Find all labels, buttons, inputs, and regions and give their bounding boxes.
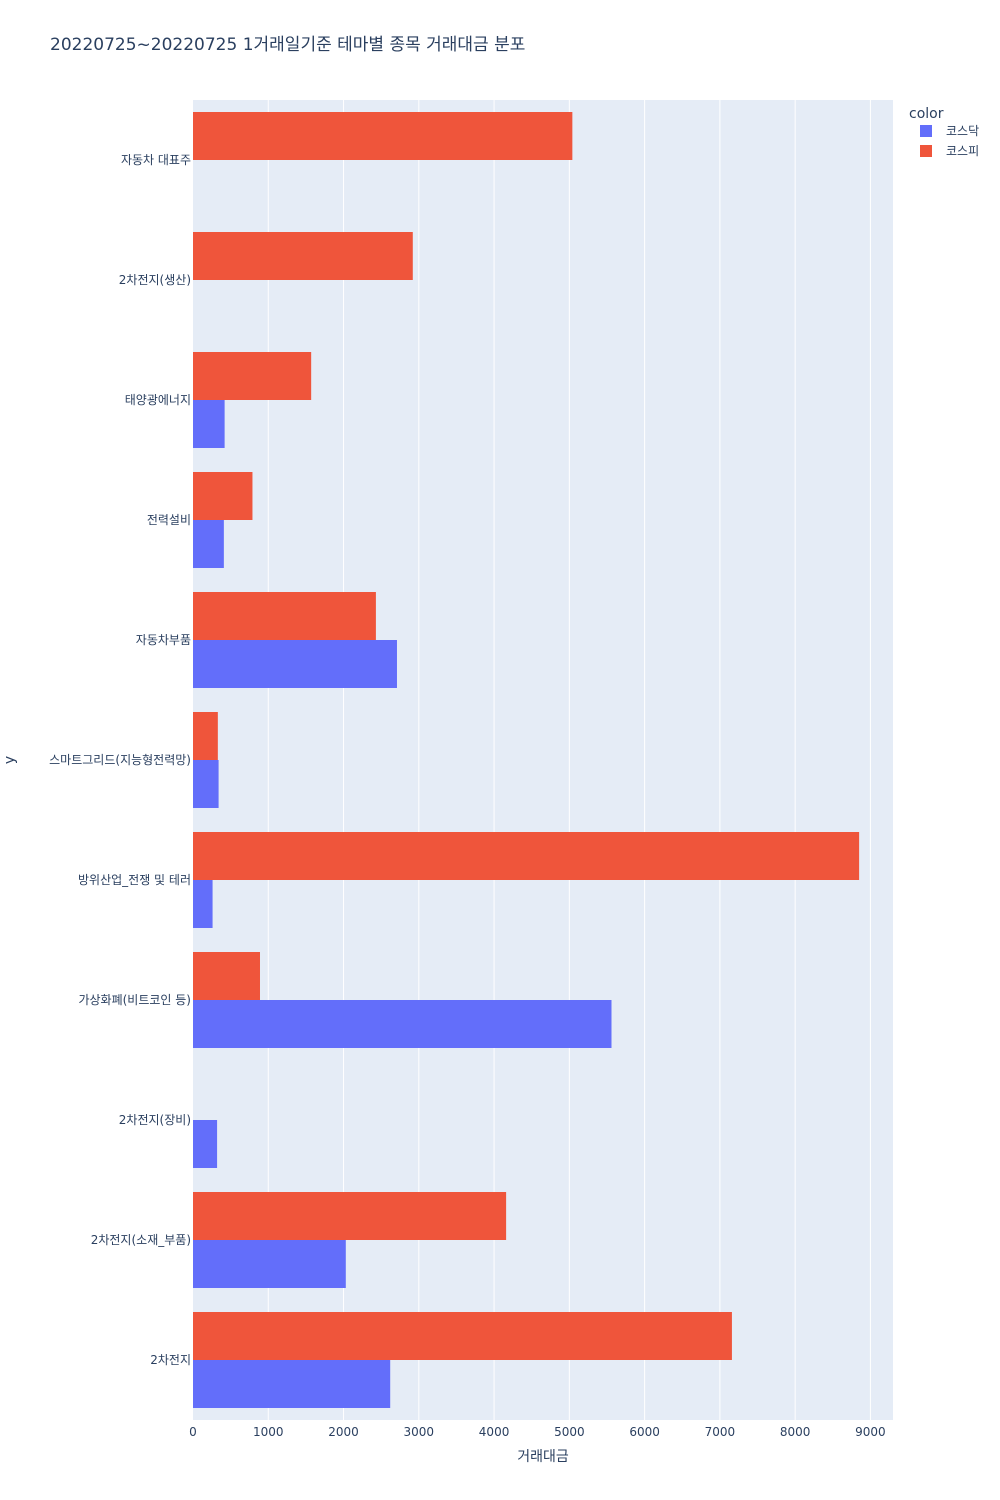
y-category-label-8: 2차전지(장비) (119, 1113, 191, 1127)
x-tick-label-3: 3000 (404, 1425, 435, 1439)
chart-title: 20220725~20220725 1거래일기준 테마별 종목 거래대금 분포 (50, 35, 525, 55)
x-tick-labels: 0 1000 2000 3000 4000 5000 6000 7000 8000 9000 (189, 1425, 886, 1439)
bar-kospi-5[interactable] (193, 712, 218, 760)
y-category-label-7: 가상화폐(비트코인 등) (78, 993, 191, 1007)
x-tick-label-6: 6000 (629, 1425, 660, 1439)
bar-kosdaq-7[interactable] (193, 1000, 612, 1048)
legend-item-kosdaq[interactable]: 코스닥 (920, 124, 979, 138)
legend-item-kospi[interactable]: 코스피 (920, 144, 979, 158)
bar-kospi-4[interactable] (193, 592, 376, 640)
y-category-label-5: 스마트그리드(지능형전력망) (49, 753, 191, 767)
gridlines (267, 100, 871, 1420)
bar-kospi-2[interactable] (193, 352, 312, 400)
x-tick-label-7: 7000 (705, 1425, 736, 1439)
x-tick-label-1: 1000 (253, 1425, 284, 1439)
y-category-label-4: 자동차부품 (136, 633, 191, 647)
bar-kospi-10[interactable] (193, 1312, 732, 1360)
bar-kospi-1[interactable] (193, 232, 413, 280)
y-axis-title: y (2, 756, 18, 764)
y-category-label-6: 방위산업_전쟁 및 테러 (78, 873, 191, 887)
x-tick-label-2: 2000 (328, 1425, 359, 1439)
legend: color 코스닥 코스피 (909, 106, 979, 158)
legend-title: color (909, 106, 944, 122)
bar-kosdaq-5[interactable] (193, 760, 219, 808)
bar-kosdaq-9[interactable] (193, 1240, 346, 1288)
bar-kosdaq-10[interactable] (193, 1360, 391, 1408)
legend-label-kosdaq: 코스닥 (946, 124, 979, 138)
x-axis-title: 거래대금 (517, 1449, 569, 1465)
legend-swatch-kosdaq (920, 125, 932, 137)
x-tick-label-8: 8000 (780, 1425, 811, 1439)
y-category-label-3: 전력설비 (147, 513, 191, 527)
bar-kosdaq-8[interactable] (193, 1120, 218, 1168)
bar-kospi-7[interactable] (193, 952, 260, 1000)
bars (193, 112, 860, 1408)
y-category-label-10: 2차전지 (150, 1353, 191, 1367)
bar-kosdaq-4[interactable] (193, 640, 397, 688)
bar-kosdaq-6[interactable] (193, 880, 213, 928)
x-tick-label-9: 9000 (855, 1425, 886, 1439)
legend-swatch-kospi (920, 145, 932, 157)
bar-kospi-9[interactable] (193, 1192, 507, 1240)
y-category-label-2: 태양광에너지 (125, 393, 191, 407)
legend-label-kospi: 코스피 (946, 144, 979, 158)
bar-kospi-0[interactable] (193, 112, 573, 160)
y-category-label-1: 2차전지(생산) (119, 273, 191, 287)
x-tick-label-5: 5000 (554, 1425, 585, 1439)
bar-kospi-3[interactable] (193, 472, 253, 520)
y-category-label-0: 자동차 대표주 (121, 153, 191, 167)
y-category-labels: 자동차 대표주 2차전지(생산) 태양광에너지전력설비자동차부품스마트그리드(지능형… (49, 153, 191, 1367)
x-tick-label-0: 0 (189, 1425, 197, 1439)
x-tick-label-4: 4000 (479, 1425, 510, 1439)
bar-kosdaq-3[interactable] (193, 520, 224, 568)
y-category-label-9: 2차전지(소재_부품) (91, 1233, 191, 1247)
bar-kosdaq-2[interactable] (193, 400, 225, 448)
bar-kospi-6[interactable] (193, 832, 860, 880)
